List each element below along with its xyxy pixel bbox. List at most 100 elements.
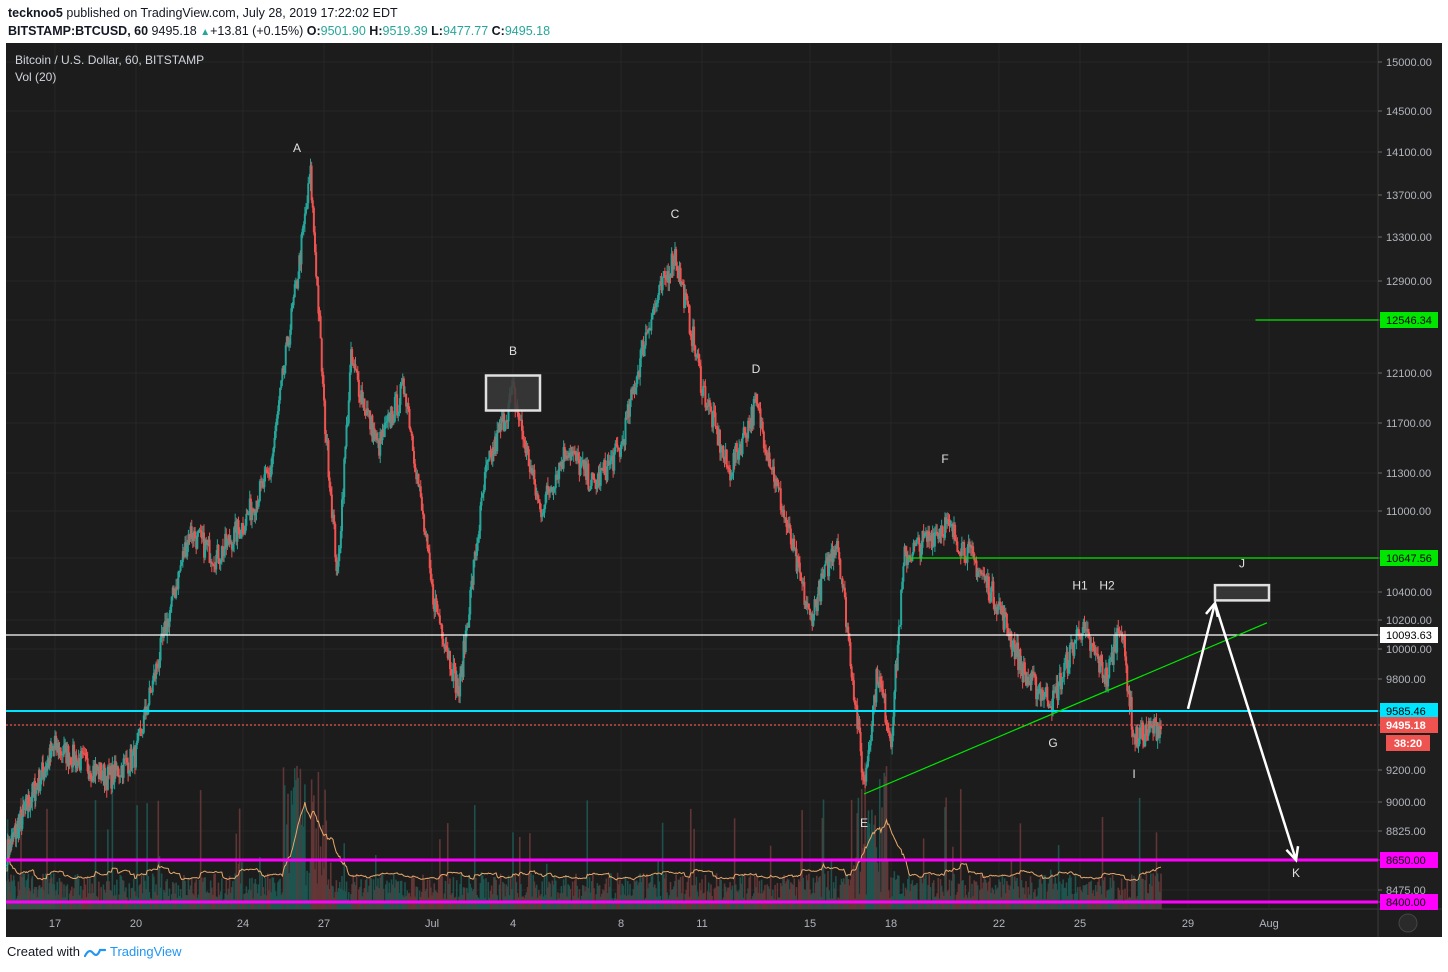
candle-body <box>1158 726 1161 738</box>
volume-bar <box>323 868 325 909</box>
volume-bar <box>655 888 657 909</box>
candle <box>455 670 458 698</box>
candle-body <box>1092 643 1095 647</box>
candle-body <box>411 435 414 451</box>
candle <box>975 556 978 580</box>
volume-bar <box>670 889 673 909</box>
candle-body <box>318 313 321 316</box>
candle <box>834 544 837 559</box>
candle <box>891 727 894 755</box>
volume-bar <box>138 885 141 909</box>
volume-bar <box>1017 886 1019 909</box>
volume-bar <box>448 883 450 909</box>
candle-body <box>947 519 950 521</box>
candle <box>1065 645 1068 669</box>
candle <box>217 544 220 565</box>
candle-body <box>496 430 499 452</box>
candle-body <box>1142 722 1144 741</box>
candle <box>1102 674 1105 683</box>
candle <box>390 405 393 429</box>
volume-bar <box>750 898 753 909</box>
candle <box>861 768 864 785</box>
candle <box>1103 668 1106 687</box>
candle <box>1050 698 1053 722</box>
candle <box>830 543 833 570</box>
candle-body <box>357 379 360 397</box>
volume-bar <box>593 888 595 909</box>
candle-body <box>120 765 123 776</box>
candle-body <box>102 764 105 778</box>
candle <box>710 402 712 412</box>
candle-body <box>1076 629 1079 631</box>
candle-body <box>229 541 232 544</box>
candle <box>1155 713 1158 742</box>
volume-bar <box>73 888 75 909</box>
volume-bar <box>638 882 640 909</box>
candle-body <box>1048 707 1051 709</box>
volume-bar <box>159 887 162 909</box>
candle <box>879 673 882 692</box>
candle <box>616 436 619 453</box>
candle-body <box>302 224 305 229</box>
volume-bar <box>233 899 235 909</box>
candle-body <box>319 315 322 339</box>
candle <box>749 417 752 433</box>
volume-bar <box>710 884 712 909</box>
volume-bar <box>868 823 871 909</box>
candle-body <box>607 460 610 465</box>
tradingview-link[interactable]: TradingView <box>109 944 182 959</box>
volume-bar <box>731 885 734 909</box>
candle <box>1143 733 1146 748</box>
candle <box>660 273 663 294</box>
candle-body <box>429 568 432 581</box>
candle-body <box>323 383 325 401</box>
volume-bar <box>77 878 80 909</box>
candle-body <box>554 474 557 489</box>
volume-bar <box>481 875 484 909</box>
time-tick-label: 24 <box>237 918 249 930</box>
volume-bar <box>864 762 866 909</box>
candle <box>759 402 762 436</box>
candle <box>995 601 998 622</box>
candle-body <box>236 520 239 542</box>
volume-bar <box>592 873 594 909</box>
candle <box>930 530 933 550</box>
volume-bar <box>643 899 646 909</box>
candle <box>955 534 958 546</box>
candle <box>531 465 534 476</box>
candle <box>629 398 631 425</box>
candle-body <box>697 353 700 363</box>
candle-body <box>312 207 315 233</box>
volume-bar <box>513 899 515 909</box>
candle-body <box>1119 632 1122 634</box>
candle-body <box>192 531 195 542</box>
candle <box>233 526 236 553</box>
candle <box>172 585 175 596</box>
candle <box>904 545 907 557</box>
candle <box>273 431 276 453</box>
candle-body <box>639 358 642 378</box>
volume-bar <box>920 878 923 909</box>
candle <box>517 409 520 427</box>
volume-bar <box>851 874 854 909</box>
candle-body <box>59 747 62 755</box>
volume-bar <box>929 887 932 909</box>
author[interactable]: tecknoo5 <box>8 6 63 20</box>
volume-bar <box>452 877 455 909</box>
candle-body <box>1010 631 1013 650</box>
candle <box>535 487 538 501</box>
candle-body <box>882 689 885 698</box>
volume-bar <box>1159 891 1161 909</box>
candle-body <box>1117 628 1120 632</box>
candle <box>266 466 269 478</box>
candle-body <box>296 281 298 289</box>
candle-body <box>262 481 265 488</box>
volume-bar <box>1138 797 1141 909</box>
candle <box>1030 669 1033 691</box>
candle <box>285 335 288 347</box>
candle-body <box>58 747 61 756</box>
candle-body <box>857 718 860 729</box>
candle <box>652 303 655 316</box>
candle-body <box>750 406 753 429</box>
